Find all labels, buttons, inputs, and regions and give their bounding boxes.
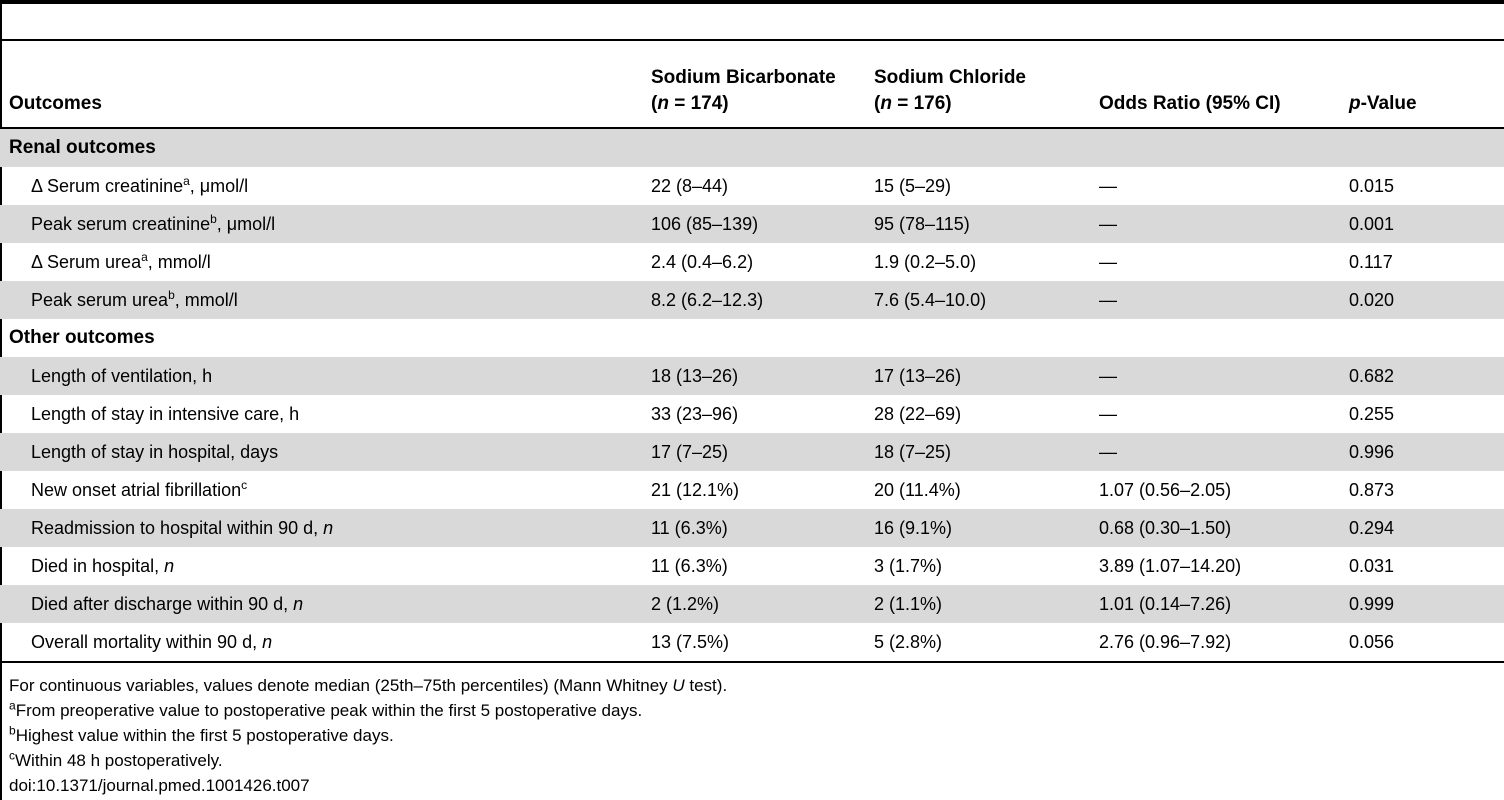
cell-odds-ratio: 3.89 (1.07–14.20) <box>1099 555 1242 576</box>
cell-bicarbonate: 11 (6.3%) <box>651 555 728 576</box>
cell-bicarbonate: 11 (6.3%) <box>651 509 874 547</box>
cell-bicarbonate: 17 (7–25) <box>651 433 874 471</box>
row-label: Peak serum ureab, mmol/l <box>0 281 651 319</box>
header-odds-ratio: Odds Ratio (95% CI) <box>1099 39 1349 129</box>
table-header-row: Outcomes Sodium Bicarbonate (n = 174) So… <box>0 39 1504 129</box>
row-label: Readmission to hospital within 90 d, n <box>0 509 651 547</box>
row-label: Length of stay in intensive care, h <box>31 403 300 424</box>
cell-p-value: 0.873 <box>1349 479 1395 500</box>
row-label: Died in hospital, n <box>31 555 175 576</box>
cell-chloride: 28 (22–69) <box>874 403 962 424</box>
cell-chloride: 3 (1.7%) <box>874 555 943 576</box>
table-row: Length of ventilation, h 18 (13–26) 17 (… <box>0 357 1504 395</box>
row-label: Δ Serum ureaa, mmol/l <box>31 249 211 272</box>
cell-chloride: 17 (13–26) <box>874 357 1099 395</box>
cell-chloride: 15 (5–29) <box>874 175 952 196</box>
footnote-continuous-variables: For continuous variables, values denote … <box>9 676 728 695</box>
table-row: Overall mortality within 90 d, n 13 (7.5… <box>0 623 1504 663</box>
section-renal-outcomes: Renal outcomes <box>0 128 1504 167</box>
outcomes-table: Outcomes Sodium Bicarbonate (n = 174) So… <box>0 39 1504 663</box>
cell-odds-ratio: — <box>1099 251 1117 272</box>
cell-odds-ratio: — <box>1099 205 1349 243</box>
row-label: Peak serum creatinineb, μmol/l <box>0 205 651 243</box>
cell-p-value: 0.999 <box>1349 585 1504 623</box>
cell-bicarbonate: 13 (7.5%) <box>651 623 874 663</box>
row-label: Length of ventilation, h <box>0 357 651 395</box>
cell-p-value: 0.682 <box>1349 357 1504 395</box>
cell-p-value: 0.020 <box>1349 281 1504 319</box>
table-row: Δ Serum ureaa, mmol/l 2.4 (0.4–6.2) 1.9 … <box>0 243 1504 281</box>
cell-bicarbonate: 2.4 (0.4–6.2) <box>651 251 754 272</box>
cell-bicarbonate: 22 (8–44) <box>651 175 729 196</box>
top-border-rule <box>0 0 1504 4</box>
header-sodium-bicarbonate: Sodium Bicarbonate (n = 174) <box>651 39 874 129</box>
table-row: Δ Serum creatininea, μmol/l 22 (8–44) 15… <box>0 167 1504 205</box>
cell-odds-ratio: 2.76 (0.96–7.92) <box>1099 623 1349 663</box>
cell-chloride: 18 (7–25) <box>874 433 1099 471</box>
doi-text: doi:10.1371/journal.pmed.1001426.t007 <box>9 776 310 795</box>
cell-bicarbonate: 106 (85–139) <box>651 205 874 243</box>
cell-odds-ratio: — <box>1099 357 1349 395</box>
table-row: New onset atrial fibrillationc 21 (12.1%… <box>0 471 1504 509</box>
left-border-rule <box>0 0 2 800</box>
cell-odds-ratio: — <box>1099 433 1349 471</box>
cell-chloride: 2 (1.1%) <box>874 585 1099 623</box>
cell-chloride: 95 (78–115) <box>874 205 1099 243</box>
cell-chloride: 1.9 (0.2–5.0) <box>874 251 977 272</box>
header-outcomes: Outcomes <box>0 39 651 129</box>
cell-odds-ratio: — <box>1099 403 1117 424</box>
table-row: Readmission to hospital within 90 d, n 1… <box>0 509 1504 547</box>
cell-chloride: 5 (2.8%) <box>874 623 1099 663</box>
header-sodium-chloride: Sodium Chloride (n = 176) <box>874 39 1099 129</box>
cell-chloride: 16 (9.1%) <box>874 509 1099 547</box>
cell-bicarbonate: 18 (13–26) <box>651 357 874 395</box>
cell-p-value: 0.001 <box>1349 205 1504 243</box>
table-row: Peak serum creatinineb, μmol/l 106 (85–1… <box>0 205 1504 243</box>
header-p-value: p-Value <box>1349 39 1504 129</box>
cell-odds-ratio: — <box>1099 175 1117 196</box>
section-title: Other outcomes <box>9 327 155 348</box>
cell-bicarbonate: 8.2 (6.2–12.3) <box>651 281 874 319</box>
table-row: Died after discharge within 90 d, n 2 (1… <box>0 585 1504 623</box>
cell-p-value: 0.117 <box>1349 251 1393 272</box>
cell-p-value: 0.255 <box>1349 403 1395 424</box>
row-label: Length of stay in hospital, days <box>0 433 651 471</box>
cell-p-value: 0.996 <box>1349 433 1504 471</box>
row-label: New onset atrial fibrillationc <box>31 477 248 500</box>
cell-p-value: 0.015 <box>1349 175 1395 196</box>
cell-p-value: 0.294 <box>1349 509 1504 547</box>
cell-odds-ratio: — <box>1099 281 1349 319</box>
cell-p-value: 0.056 <box>1349 623 1504 663</box>
row-label: Δ Serum creatininea, μmol/l <box>31 173 249 196</box>
cell-bicarbonate: 21 (12.1%) <box>651 479 740 500</box>
footnote-b: bHighest value within the first 5 postop… <box>9 723 394 745</box>
table-row: Peak serum ureab, mmol/l 8.2 (6.2–12.3) … <box>0 281 1504 319</box>
cell-chloride: 7.6 (5.4–10.0) <box>874 281 1099 319</box>
footnote-c: cWithin 48 h postoperatively. <box>9 748 223 770</box>
cell-odds-ratio: 0.68 (0.30–1.50) <box>1099 509 1349 547</box>
row-label: Overall mortality within 90 d, n <box>0 623 651 663</box>
cell-odds-ratio: 1.07 (0.56–2.05) <box>1099 479 1232 500</box>
table-footnotes: For continuous variables, values denote … <box>9 673 727 798</box>
table-row: Length of stay in intensive care, h 33 (… <box>0 395 1504 433</box>
cell-bicarbonate: 33 (23–96) <box>651 403 739 424</box>
section-title: Renal outcomes <box>0 128 1504 167</box>
cell-chloride: 20 (11.4%) <box>874 479 961 500</box>
cell-odds-ratio: 1.01 (0.14–7.26) <box>1099 585 1349 623</box>
cell-bicarbonate: 2 (1.2%) <box>651 585 874 623</box>
footnote-a: aFrom preoperative value to postoperativ… <box>9 698 643 720</box>
row-label: Died after discharge within 90 d, n <box>0 585 651 623</box>
section-other-outcomes: Other outcomes <box>0 319 1504 357</box>
cell-p-value: 0.031 <box>1349 555 1395 576</box>
table-row: Died in hospital, n 11 (6.3%) 3 (1.7%) 3… <box>0 547 1504 585</box>
table-row: Length of stay in hospital, days 17 (7–2… <box>0 433 1504 471</box>
outcomes-table-container: Outcomes Sodium Bicarbonate (n = 174) So… <box>0 39 1504 663</box>
